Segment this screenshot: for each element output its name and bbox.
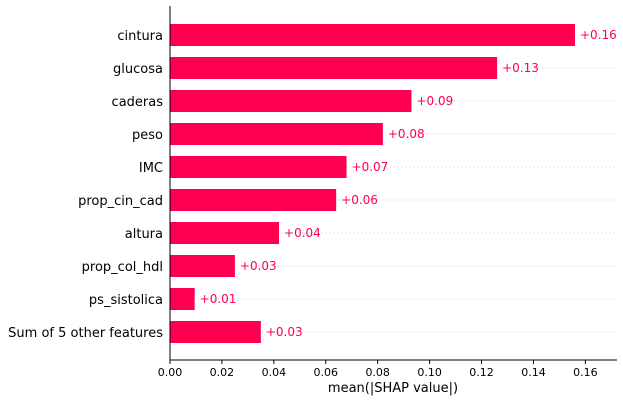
x-tick-label: 0.14 — [521, 366, 546, 379]
bar — [170, 90, 412, 112]
x-tick-label: 0.08 — [365, 366, 390, 379]
bar — [170, 24, 575, 46]
value-label: +0.13 — [502, 61, 539, 75]
value-label: +0.03 — [266, 325, 303, 339]
x-tick-label: 0.00 — [158, 366, 183, 379]
category-label: altura — [125, 227, 163, 242]
x-tick-label: 0.16 — [573, 366, 598, 379]
category-label: ps_sistolica — [89, 293, 163, 308]
value-label: +0.03 — [240, 259, 277, 273]
category-label: Sum of 5 other features — [8, 326, 163, 341]
value-label: +0.04 — [284, 226, 321, 240]
category-label: peso — [132, 128, 163, 143]
value-label: +0.16 — [580, 28, 617, 42]
x-tick-label: 0.10 — [417, 366, 442, 379]
category-label: IMC — [139, 161, 163, 176]
category-label: prop_col_hdl — [82, 260, 163, 275]
category-label: glucosa — [113, 62, 163, 77]
value-label: +0.08 — [388, 127, 425, 141]
value-label: +0.01 — [200, 292, 237, 306]
category-label: caderas — [112, 95, 164, 110]
bar — [170, 255, 235, 277]
category-label: prop_cin_cad — [78, 194, 163, 209]
x-tick-label: 0.02 — [210, 366, 235, 379]
value-label: +0.07 — [352, 160, 389, 174]
category-label: cintura — [117, 29, 163, 44]
bar — [170, 222, 280, 244]
x-tick-label: 0.04 — [262, 366, 287, 379]
value-label: +0.09 — [416, 94, 453, 108]
bar — [170, 57, 498, 79]
value-label: +0.06 — [341, 193, 378, 207]
bar — [170, 288, 195, 310]
bar — [170, 156, 347, 178]
x-tick-label: 0.06 — [314, 366, 339, 379]
x-tick-label: 0.12 — [469, 366, 494, 379]
bar — [170, 189, 337, 211]
x-axis-title: mean(|SHAP value|) — [328, 381, 458, 396]
bar — [170, 321, 261, 343]
bar — [170, 123, 383, 145]
